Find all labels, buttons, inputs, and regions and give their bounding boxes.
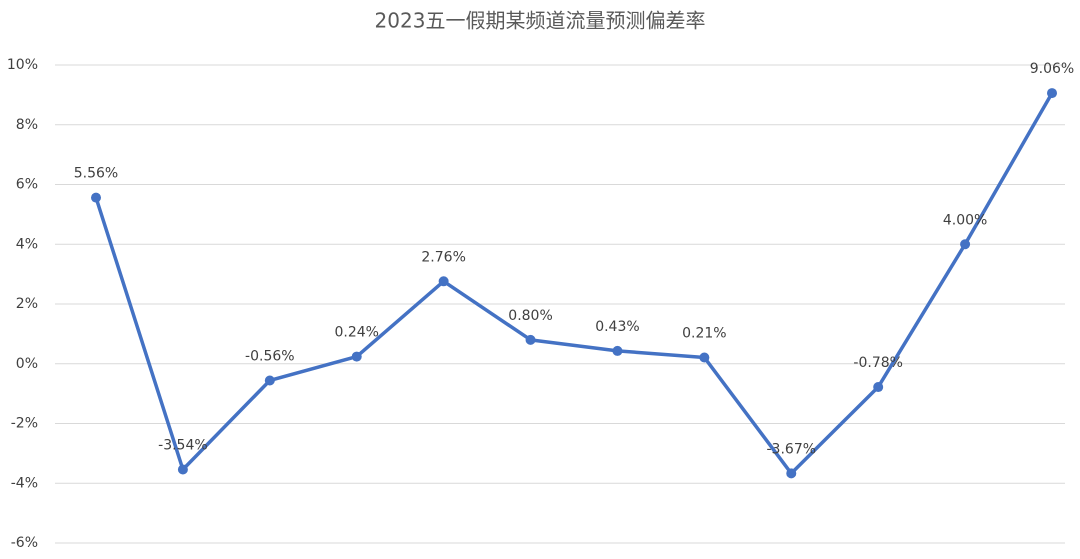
- point: [1047, 88, 1057, 99]
- y-tick-label: 2%: [16, 296, 38, 312]
- point: [612, 345, 623, 356]
- data-label: 9.06%: [1030, 61, 1074, 77]
- y-tick-label: -2%: [11, 416, 38, 432]
- point: [873, 382, 884, 393]
- point: [438, 276, 449, 287]
- data-label: 0.43%: [595, 319, 639, 335]
- chart-title: 2023五一假期某频道流量预测偏差率: [375, 9, 706, 33]
- point: [525, 334, 536, 345]
- data-label: 4.00%: [943, 212, 987, 228]
- y-tick-label: -4%: [11, 475, 38, 491]
- data-label: -0.56%: [245, 348, 295, 364]
- point: [91, 192, 101, 203]
- y-tick-label: -6%: [11, 535, 38, 551]
- point: [699, 352, 710, 363]
- y-tick-label: 4%: [16, 236, 38, 252]
- point: [264, 375, 275, 386]
- data-label: 0.80%: [508, 308, 552, 324]
- point: [960, 239, 971, 250]
- y-tick-label: 10%: [7, 57, 38, 73]
- data-label: 2.76%: [421, 249, 465, 265]
- data-label: 5.56%: [74, 166, 118, 182]
- y-tick-label: 6%: [16, 177, 38, 193]
- point: [786, 468, 797, 479]
- y-tick-label: 8%: [16, 117, 38, 133]
- point: [177, 464, 188, 475]
- data-label: -3.54%: [158, 438, 208, 454]
- line: [94, 92, 1054, 476]
- data-label: -0.78%: [853, 355, 903, 371]
- data-label: 0.24%: [334, 325, 378, 341]
- data-label: -3.67%: [767, 441, 817, 457]
- y-tick-label: 0%: [16, 356, 38, 372]
- data-label: 0.21%: [682, 325, 726, 341]
- point: [351, 351, 362, 362]
